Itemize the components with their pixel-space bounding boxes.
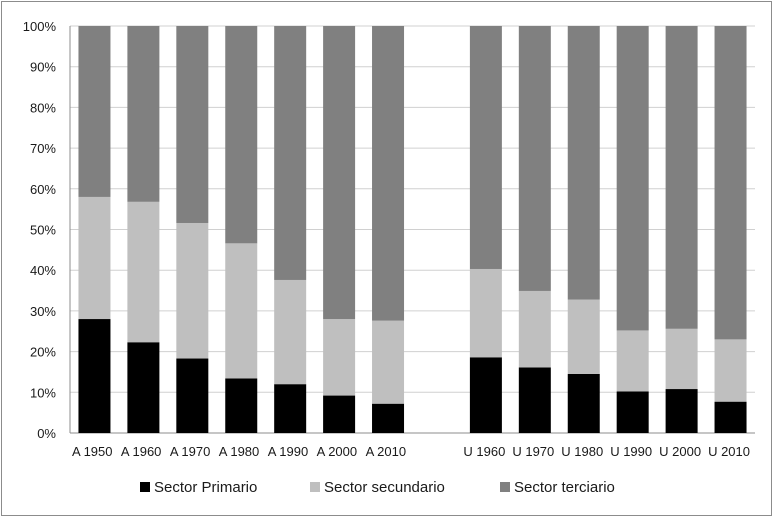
bar-segment-secundario	[176, 222, 209, 359]
legend-label-terciario: Sector terciario	[514, 479, 615, 496]
x-tick-label: A 1970	[170, 444, 211, 459]
bar-segment-secundario	[665, 328, 698, 390]
bar-segment-primario	[469, 357, 502, 433]
x-tick-label: A 1960	[121, 444, 162, 459]
bar-segment-terciario	[274, 26, 307, 280]
bar-segment-primario	[372, 403, 405, 433]
bar-segment-primario	[225, 378, 258, 433]
y-tick-label: 0%	[37, 426, 56, 441]
bar-segment-terciario	[127, 26, 160, 202]
bar-segment-secundario	[274, 279, 307, 385]
bar-segment-primario	[274, 384, 307, 433]
bar-segment-primario	[714, 401, 747, 433]
y-tick-label: 20%	[30, 345, 56, 360]
bars	[78, 26, 747, 433]
y-tick-labels: 0% 10% 20% 30% 40% 50% 60% 70% 80% 90% 100%	[23, 19, 57, 441]
bar-segment-secundario	[567, 299, 600, 374]
x-tick-label: U 1960	[463, 444, 505, 459]
x-tick-label: U 2010	[708, 444, 750, 459]
bar-segment-primario	[518, 367, 551, 433]
bar-segment-terciario	[714, 26, 747, 340]
gridlines	[70, 25, 755, 393]
bar-segment-terciario	[567, 26, 600, 300]
x-tick-label: A 1950	[72, 444, 113, 459]
bar-segment-terciario	[665, 26, 698, 329]
bar-segment-secundario	[714, 339, 747, 402]
bar-segment-terciario	[323, 26, 356, 320]
bar-segment-secundario	[518, 290, 551, 368]
x-tick-label: U 1970	[512, 444, 554, 459]
bar-segment-primario	[616, 391, 649, 433]
bar-segment-terciario	[469, 26, 502, 269]
bar-segment-secundario	[372, 320, 405, 404]
x-tick-label: U 1980	[561, 444, 603, 459]
x-tick-label: U 1990	[610, 444, 652, 459]
x-tick-label: A 1990	[268, 444, 309, 459]
bar-segment-terciario	[225, 26, 258, 244]
bar-segment-secundario	[127, 201, 160, 343]
y-tick-label: 80%	[30, 100, 56, 115]
bar-segment-secundario	[469, 268, 502, 358]
bar-segment-primario	[323, 395, 356, 433]
y-tick-label: 70%	[30, 141, 56, 156]
legend-label-primario: Sector Primario	[154, 479, 257, 496]
bar-segment-terciario	[78, 26, 111, 197]
y-tick-label: 40%	[30, 263, 56, 278]
y-tick-label: 30%	[30, 304, 56, 319]
bar-segment-primario	[665, 389, 698, 433]
bar-segment-secundario	[616, 330, 649, 392]
bar-segment-primario	[78, 319, 111, 433]
y-tick-label: 50%	[30, 223, 56, 238]
y-tick-label: 90%	[30, 60, 56, 75]
x-tick-label: A 2010	[366, 444, 407, 459]
bar-segment-primario	[176, 358, 209, 433]
bar-segment-terciario	[616, 26, 649, 331]
y-tick-label: 60%	[30, 182, 56, 197]
legend-label-secundario: Sector secundario	[324, 479, 445, 496]
y-tick-label: 100%	[23, 19, 57, 34]
legend-swatch-secundario	[310, 482, 320, 492]
bar-segment-secundario	[225, 243, 258, 379]
bar-segment-terciario	[176, 26, 209, 223]
bar-segment-primario	[127, 342, 160, 433]
x-tick-label: A 1980	[219, 444, 259, 459]
x-tick-labels: A 1950 A 1960 A 1970 A 1980 A 1990 A 2000 A 20…	[72, 444, 750, 459]
y-tick-label: 10%	[30, 385, 56, 400]
legend-swatch-terciario	[500, 482, 510, 492]
bar-segment-secundario	[323, 319, 356, 396]
legend: Sector Primario Sector secundario Sector t…	[140, 479, 615, 496]
bar-segment-terciario	[372, 26, 405, 321]
legend-swatch-primario	[140, 482, 150, 492]
bar-segment-terciario	[518, 26, 551, 291]
bar-segment-primario	[567, 373, 600, 433]
x-tick-label: U 2000	[659, 444, 701, 459]
x-tick-label: A 2000	[317, 444, 358, 459]
bar-segment-secundario	[78, 196, 111, 320]
